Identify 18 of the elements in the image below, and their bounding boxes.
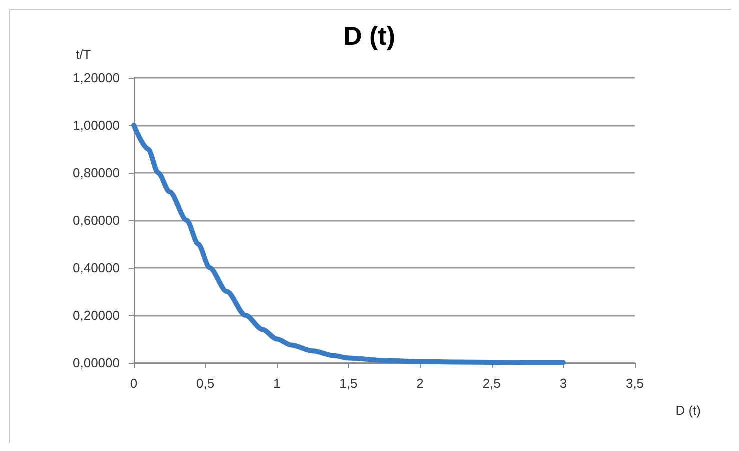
- x-tick-label: 0: [130, 376, 138, 391]
- y-tick-label: 0,40000: [73, 260, 120, 276]
- x-tick-label: 0,5: [196, 376, 215, 391]
- y-tick-label: 0,60000: [73, 213, 120, 228]
- x-tick-label: 3,5: [626, 376, 644, 391]
- x-tick-label: 1,5: [340, 376, 358, 391]
- y-tick-label: 1,00000: [73, 118, 120, 133]
- y-tick-label: 0,80000: [73, 166, 120, 180]
- y-axis-title: t/T: [76, 47, 92, 62]
- x-tick-label: 3: [560, 376, 568, 391]
- y-tick-label: 0,00000: [73, 356, 120, 370]
- x-tick-label: 1: [274, 376, 281, 391]
- y-tick-label: 0,20000: [73, 308, 120, 323]
- x-tick-label: 2: [416, 376, 424, 391]
- chart-title: D (t): [344, 21, 396, 51]
- x-axis-title: D (t): [676, 403, 702, 418]
- y-tick-label: 1,20000: [73, 70, 120, 86]
- x-tick-label: 2,5: [482, 376, 501, 391]
